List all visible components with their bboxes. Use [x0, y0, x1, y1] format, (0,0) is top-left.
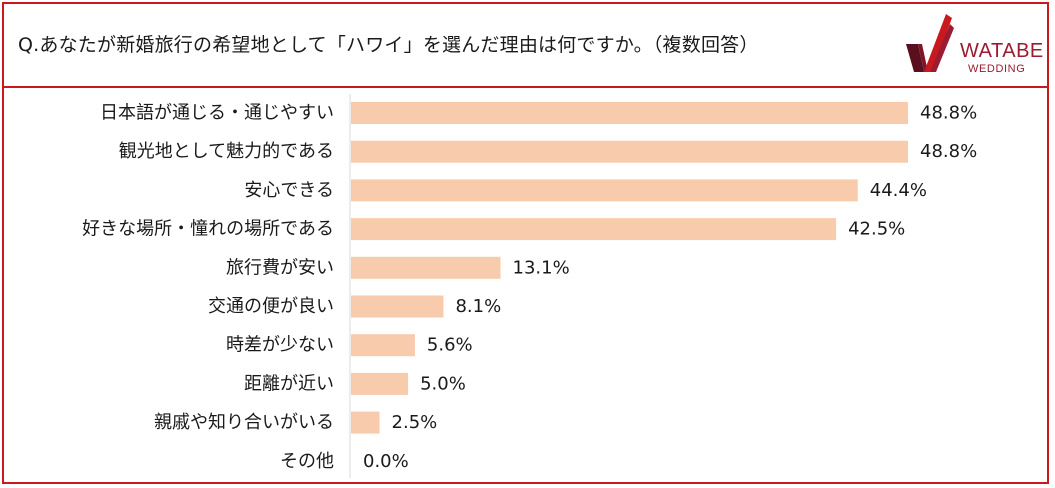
logo-mark-icon: [906, 14, 954, 72]
bar: [351, 334, 415, 357]
watabe-wedding-logo: WATABE WEDDING: [900, 10, 1043, 82]
category-label: 安心できる: [244, 180, 334, 201]
bar: [351, 218, 837, 241]
category-label: 距離が近い: [244, 373, 334, 394]
header: Q.あなたが新婚旅行の希望地として「ハワイ」を選んだ理由は何ですか。（複数回答）…: [4, 4, 1047, 88]
value-label: 8.1%: [455, 296, 501, 317]
value-label: 0.0%: [363, 451, 409, 472]
value-label: 2.5%: [392, 412, 438, 433]
category-label: 日本語が通じる・通じやすい: [100, 103, 334, 124]
bar: [351, 295, 444, 318]
bar: [351, 372, 409, 395]
bar-chart: 日本語が通じる・通じやすい 48.8% 観光地として魅力的である 48.8% 安心できる…: [82, 94, 977, 478]
category-label: 旅行費が安い: [226, 257, 334, 278]
value-label: 44.4%: [870, 180, 927, 201]
value-label: 5.6%: [427, 335, 473, 356]
logo-text-watabe: WATABE: [960, 40, 1044, 62]
category-label: 時差が少ない: [226, 335, 334, 356]
value-label: 42.5%: [848, 219, 905, 240]
category-label: 好きな場所・憧れの場所である: [82, 219, 334, 240]
value-label: 13.1%: [513, 257, 570, 278]
question-title: Q.あなたが新婚旅行の希望地として「ハワイ」を選んだ理由は何ですか。（複数回答）: [18, 34, 759, 56]
bar: [351, 256, 501, 279]
bar: [351, 102, 908, 124]
logo-text-wedding: WEDDING: [968, 63, 1026, 75]
category-label: 親戚や知り合いがいる: [154, 412, 334, 433]
category-label: その他: [280, 451, 334, 472]
category-label: 観光地として魅力的である: [119, 141, 334, 162]
bar: [351, 179, 858, 202]
value-label: 48.8%: [920, 103, 977, 124]
value-label: 48.8%: [920, 141, 977, 162]
bar: [351, 140, 908, 163]
bar: [351, 411, 380, 434]
value-label: 5.0%: [420, 373, 466, 394]
category-label: 交通の便が良い: [208, 296, 334, 317]
